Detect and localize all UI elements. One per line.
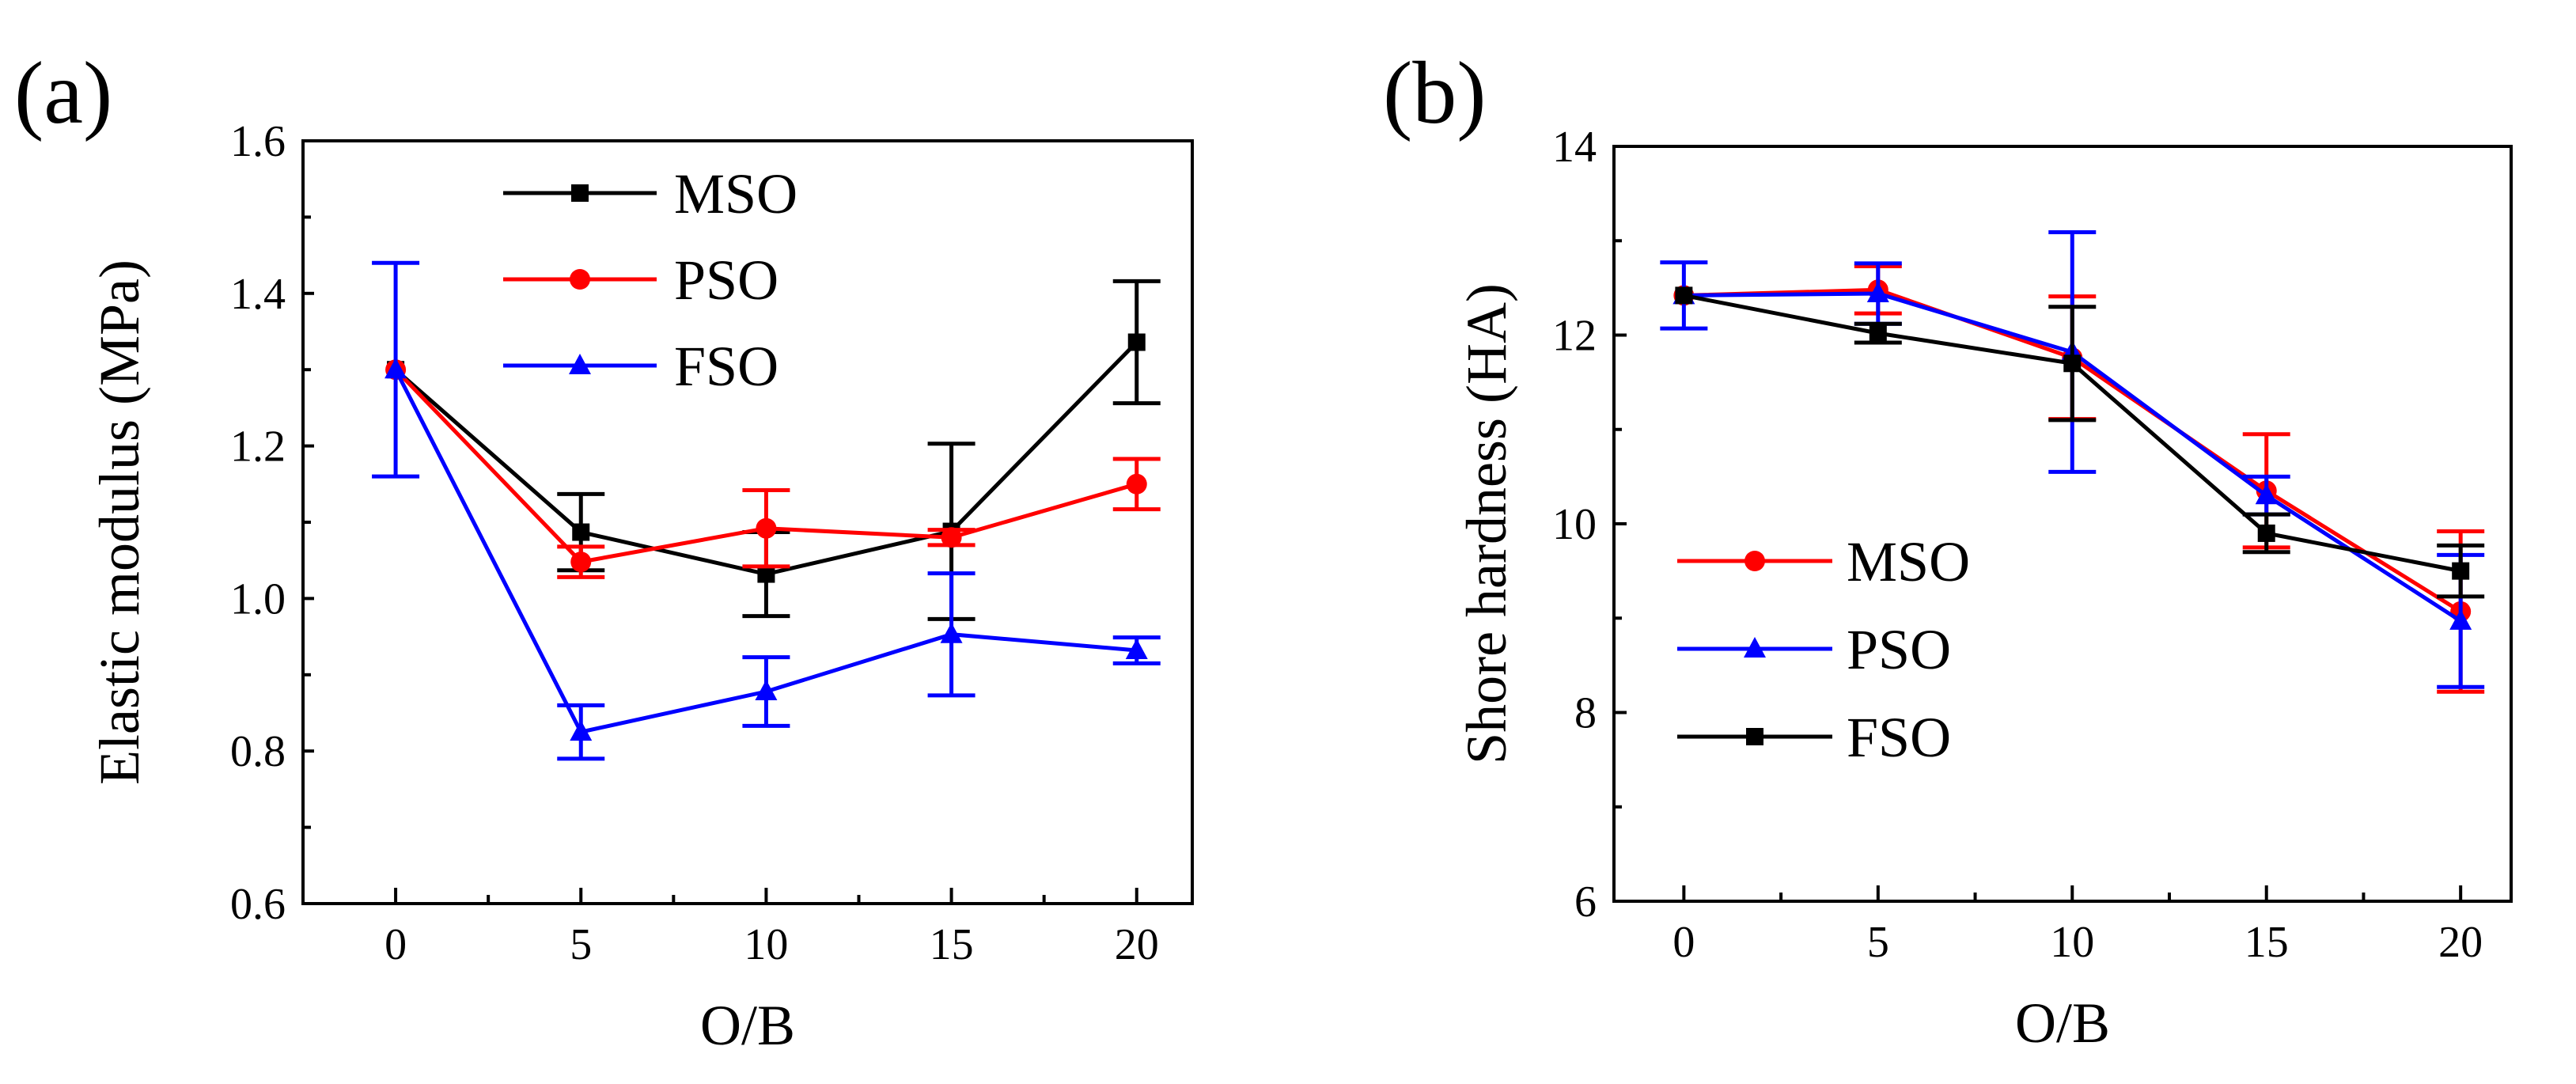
data-point <box>757 565 775 583</box>
data-point <box>570 720 593 741</box>
legend-marker <box>1744 637 1766 658</box>
y-axis-label: Shore hardness (HA) <box>1455 283 1518 764</box>
legend-marker <box>571 184 589 202</box>
data-point <box>1675 286 1693 305</box>
legend-entry-fso: FSO <box>1677 706 1951 769</box>
data-point <box>940 622 963 643</box>
legend-label: MSO <box>674 162 797 226</box>
panel-label: (b) <box>1383 44 1487 142</box>
data-point <box>755 680 778 701</box>
series-pso <box>1660 230 2485 689</box>
panel-b-chart: 0 5 10 15 20 6 8 10 12 14 O/B Shore hardness (HA) (b… <box>1383 44 2513 1055</box>
x-tick-label: 5 <box>1867 918 1889 967</box>
y-axis-label: Elastic modulus (MPa) <box>88 260 151 785</box>
legend-label: FSO <box>1847 706 1951 769</box>
legend-marker <box>570 269 590 290</box>
data-point <box>1126 473 1147 495</box>
legend-label: PSO <box>1847 618 1951 681</box>
data-point <box>570 551 592 573</box>
data-point <box>941 527 962 548</box>
x-tick-label: 0 <box>1673 918 1695 967</box>
x-tick-label: 10 <box>744 920 788 969</box>
y-tick-label: 1.2 <box>230 423 286 472</box>
y-tick-label: 10 <box>1552 500 1597 549</box>
legend-entry-pso: PSO <box>503 248 778 312</box>
data-point <box>2255 483 2278 505</box>
y-axis-ticks: 0.6 0.8 1.0 1.2 1.4 1.6 <box>230 117 314 929</box>
data-point <box>1127 333 1146 351</box>
panel-a-chart: 0 5 10 15 20 0.6 0.8 1.0 1.2 1.4 1.6 O/B Elastic mod… <box>14 44 1194 1057</box>
data-point <box>385 358 407 379</box>
y-axis-ticks: 6 8 10 12 14 <box>1552 123 1627 927</box>
y-tick-label: 6 <box>1574 877 1597 927</box>
y-tick-label: 8 <box>1574 689 1597 738</box>
x-tick-label: 0 <box>385 920 407 969</box>
legend-label: MSO <box>1847 530 1970 593</box>
x-tick-label: 10 <box>2050 918 2094 967</box>
legend-label: FSO <box>674 335 778 398</box>
data-point <box>1125 638 1148 659</box>
legend-marker <box>1744 551 1765 571</box>
data-point <box>2063 354 2082 373</box>
data-point <box>756 517 777 539</box>
series-fso <box>372 260 1161 761</box>
x-tick-label: 20 <box>1115 920 1159 969</box>
data-point <box>2449 608 2472 630</box>
data-point <box>1866 282 1889 303</box>
legend-label: PSO <box>674 248 778 312</box>
y-tick-label: 1.6 <box>230 117 286 166</box>
legend-entry-pso: PSO <box>1677 618 1951 681</box>
data-point <box>1869 324 1887 343</box>
y-tick-label: 12 <box>1552 312 1597 361</box>
x-axis-ticks: 0 5 10 15 20 <box>1673 885 2483 967</box>
x-axis-ticks: 0 5 10 15 20 <box>385 888 1159 969</box>
data-point <box>2257 524 2275 542</box>
plot-frame <box>1612 145 2513 903</box>
y-tick-label: 1.4 <box>230 270 286 319</box>
x-tick-label: 15 <box>930 920 974 969</box>
panel-label: (a) <box>14 44 112 142</box>
data-point <box>572 523 590 541</box>
legend: MSO PSO FSO <box>503 162 797 398</box>
data-point <box>2452 562 2470 580</box>
x-axis-label: O/B <box>700 994 795 1057</box>
x-axis-label: O/B <box>2015 991 2110 1055</box>
legend-entry-mso: MSO <box>1677 530 1970 593</box>
x-tick-label: 5 <box>570 920 592 969</box>
y-tick-label: 0.8 <box>230 727 286 776</box>
legend: MSO PSO FSO <box>1677 530 1970 769</box>
x-tick-label: 20 <box>2438 918 2483 967</box>
x-tick-label: 15 <box>2245 918 2289 967</box>
y-tick-label: 1.0 <box>230 574 286 623</box>
y-tick-label: 0.6 <box>230 880 286 929</box>
legend-entry-fso: FSO <box>503 335 778 398</box>
legend-entry-mso: MSO <box>503 162 797 226</box>
legend-marker <box>1746 728 1763 745</box>
series-fso <box>1675 286 2485 599</box>
legend-marker <box>569 354 591 374</box>
series-pso <box>385 359 1161 579</box>
series-mso <box>1673 263 2485 694</box>
y-tick-label: 14 <box>1552 123 1597 172</box>
